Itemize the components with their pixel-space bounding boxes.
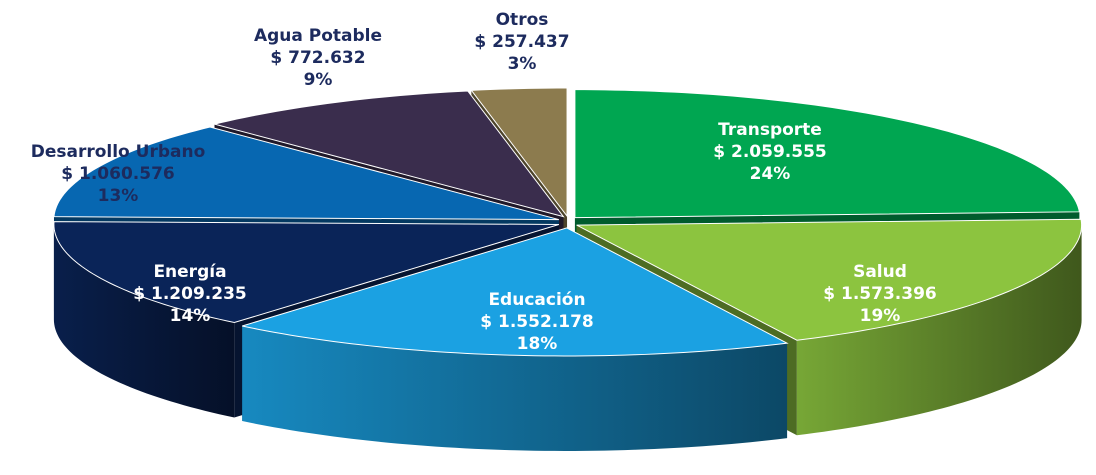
percent-label: 9% [304,70,333,90]
slice-top [214,90,565,218]
percent-label: 13% [98,186,139,206]
slice-top [574,89,1080,219]
slice-label: Transporte [718,120,822,140]
percent-label: 14% [170,306,211,326]
percent-label: 18% [517,334,558,354]
slice-label: Energía [153,262,226,282]
slice-wall [53,224,235,418]
slice-label: Agua Potable [254,26,382,46]
slice-label: Educación [488,290,585,310]
value-label: $ 1.573.396 [823,284,936,304]
percent-label: 24% [750,164,791,184]
slice-wall [796,225,1082,436]
slice-top [242,227,789,357]
slice-label: Otros [496,10,549,30]
value-label: $ 1.209.235 [133,284,246,304]
value-label: $ 772.632 [270,48,365,68]
percent-label: 3% [508,54,537,74]
value-label: $ 257.437 [474,32,569,52]
percent-label: 19% [860,306,901,326]
slice-top [53,221,560,324]
slice-top [470,87,568,218]
slice-label: Salud [853,262,907,282]
value-label: $ 1.552.178 [480,312,593,332]
value-label: $ 2.059.555 [713,142,826,162]
slice-top [53,126,559,221]
slice-top [576,218,1083,341]
slice [242,227,789,451]
slice-label: Desarrollo Urbano [31,142,206,162]
slice-wall [242,326,788,451]
value-label: $ 1.060.576 [61,164,174,184]
